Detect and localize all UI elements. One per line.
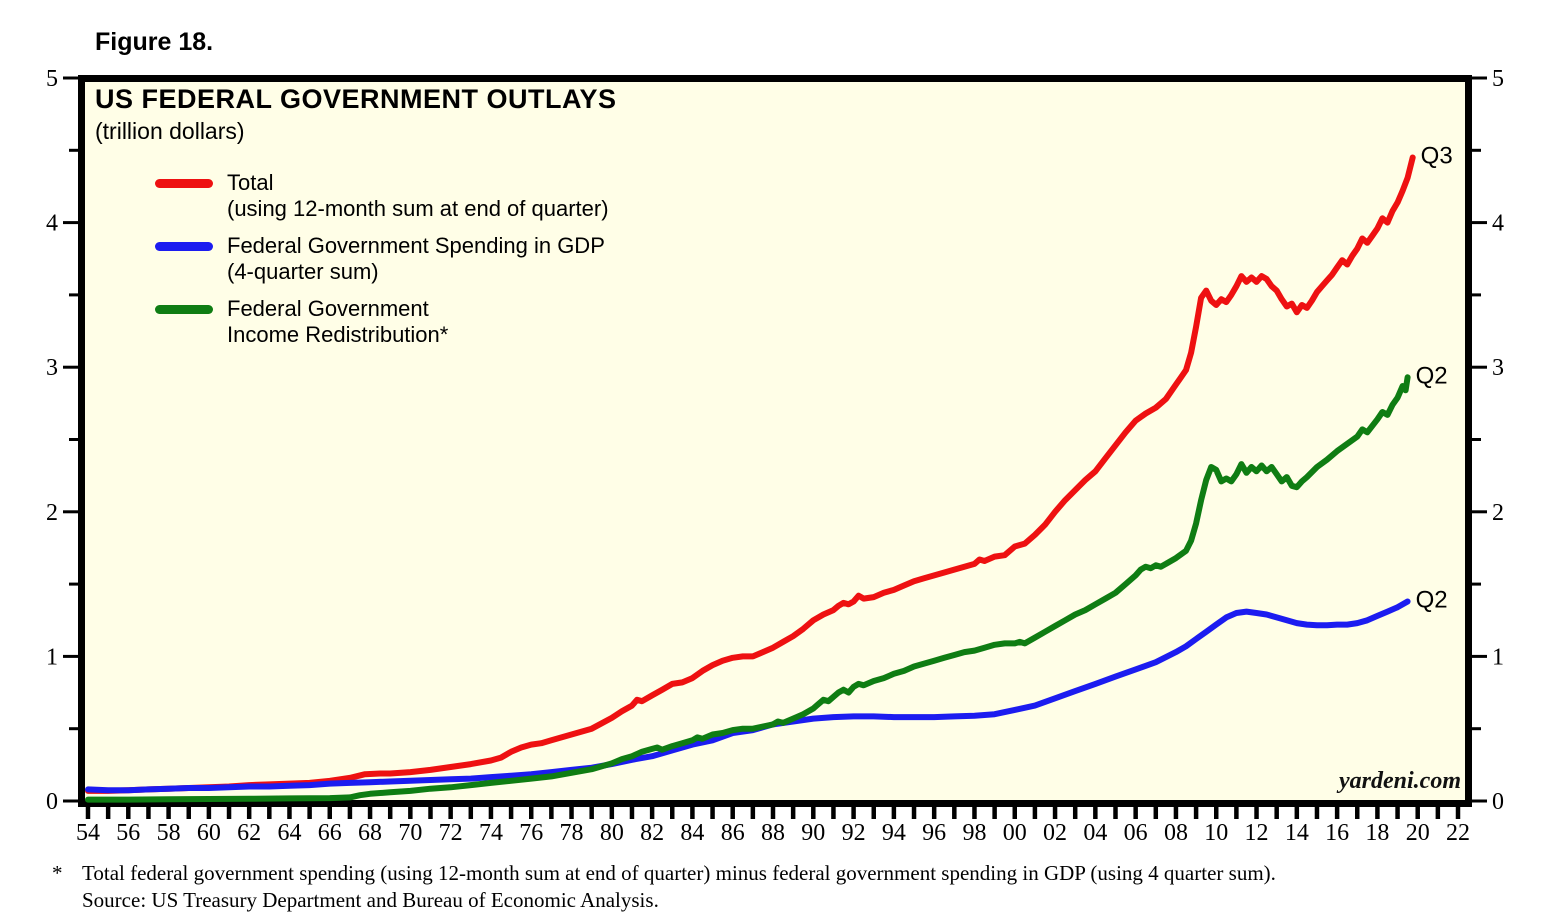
svg-text:68: 68 bbox=[358, 820, 382, 846]
footnote-text: Total federal government spending (using… bbox=[82, 860, 1276, 913]
svg-text:70: 70 bbox=[398, 820, 422, 846]
svg-text:60: 60 bbox=[197, 820, 221, 846]
svg-text:74: 74 bbox=[479, 820, 503, 846]
footnote-line1: Total federal government spending (using… bbox=[82, 861, 1276, 885]
legend-swatch-gdp-spending bbox=[155, 242, 213, 251]
svg-text:08: 08 bbox=[1164, 820, 1188, 846]
svg-text:14: 14 bbox=[1285, 820, 1309, 846]
svg-text:16: 16 bbox=[1325, 820, 1349, 846]
svg-text:84: 84 bbox=[680, 820, 704, 846]
svg-text:2: 2 bbox=[46, 500, 58, 526]
svg-text:76: 76 bbox=[519, 820, 543, 846]
svg-text:10: 10 bbox=[1204, 820, 1228, 846]
svg-text:04: 04 bbox=[1083, 820, 1107, 846]
svg-text:5: 5 bbox=[1492, 66, 1504, 92]
svg-text:66: 66 bbox=[318, 820, 342, 846]
legend-label-income-redistribution: Federal Government Income Redistribution… bbox=[227, 296, 449, 347]
legend: Total (using 12-month sum at end of quar… bbox=[155, 170, 609, 359]
svg-text:86: 86 bbox=[721, 820, 745, 846]
legend-item-total: Total (using 12-month sum at end of quar… bbox=[155, 170, 609, 222]
svg-text:0: 0 bbox=[1492, 789, 1504, 815]
chart-title: US FEDERAL GOVERNMENT OUTLAYS bbox=[95, 84, 617, 114]
footnote-line2: Source: US Treasury Department and Burea… bbox=[82, 887, 659, 912]
svg-text:2: 2 bbox=[1492, 500, 1504, 526]
svg-text:58: 58 bbox=[157, 820, 181, 846]
svg-text:82: 82 bbox=[640, 820, 664, 846]
svg-text:92: 92 bbox=[842, 820, 866, 846]
svg-text:78: 78 bbox=[560, 820, 584, 846]
svg-text:18: 18 bbox=[1365, 820, 1389, 846]
svg-text:12: 12 bbox=[1245, 820, 1269, 846]
svg-text:3: 3 bbox=[46, 355, 58, 381]
svg-text:3: 3 bbox=[1492, 355, 1504, 381]
chart-subtitle: (trillion dollars) bbox=[95, 118, 245, 144]
footnote-asterisk: * bbox=[52, 861, 63, 885]
svg-text:20: 20 bbox=[1406, 820, 1430, 846]
svg-text:02: 02 bbox=[1043, 820, 1067, 846]
svg-text:88: 88 bbox=[761, 820, 785, 846]
svg-text:1: 1 bbox=[1492, 644, 1504, 670]
svg-text:62: 62 bbox=[237, 820, 261, 846]
svg-text:00: 00 bbox=[1003, 820, 1027, 846]
legend-swatch-total bbox=[155, 179, 213, 188]
svg-text:90: 90 bbox=[801, 820, 825, 846]
footnote: * Total federal government spending (usi… bbox=[52, 860, 1276, 913]
svg-text:80: 80 bbox=[600, 820, 624, 846]
svg-text:22: 22 bbox=[1446, 820, 1470, 846]
svg-text:5: 5 bbox=[46, 66, 58, 92]
svg-text:64: 64 bbox=[277, 820, 301, 846]
legend-item-gdp-spending: Federal Government Spending in GDP (4-qu… bbox=[155, 233, 609, 285]
legend-swatch-income-redistribution bbox=[155, 305, 213, 314]
svg-text:54: 54 bbox=[76, 820, 100, 846]
svg-text:1: 1 bbox=[46, 644, 58, 670]
svg-text:98: 98 bbox=[962, 820, 986, 846]
svg-text:94: 94 bbox=[882, 820, 906, 846]
svg-text:96: 96 bbox=[922, 820, 946, 846]
watermark: yardeni.com bbox=[1339, 768, 1461, 794]
svg-text:0: 0 bbox=[46, 789, 58, 815]
svg-text:72: 72 bbox=[439, 820, 463, 846]
legend-item-income-redistribution: Federal Government Income Redistribution… bbox=[155, 296, 609, 348]
svg-text:4: 4 bbox=[46, 211, 58, 237]
legend-label-total: Total (using 12-month sum at end of quar… bbox=[227, 170, 609, 221]
figure-number-label: Figure 18. bbox=[95, 28, 214, 56]
svg-text:56: 56 bbox=[116, 820, 140, 846]
svg-text:06: 06 bbox=[1124, 820, 1148, 846]
svg-text:4: 4 bbox=[1492, 211, 1504, 237]
legend-label-gdp-spending: Federal Government Spending in GDP (4-qu… bbox=[227, 233, 605, 284]
